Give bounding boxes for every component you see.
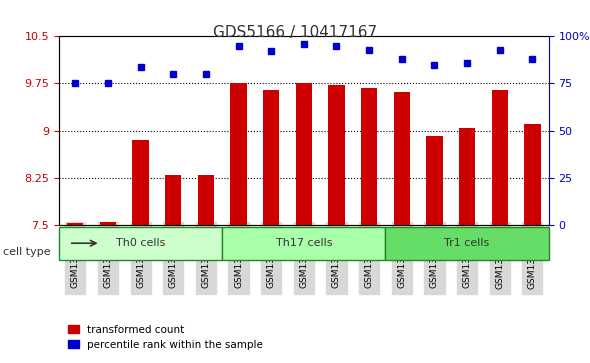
FancyBboxPatch shape: [59, 227, 222, 260]
Bar: [328, 85, 345, 225]
Text: Th17 cells: Th17 cells: [276, 238, 332, 248]
Bar: [198, 175, 214, 225]
Text: cell type: cell type: [3, 247, 51, 257]
FancyBboxPatch shape: [222, 227, 385, 260]
Bar: [296, 83, 312, 225]
Bar: [100, 222, 116, 225]
Bar: [459, 127, 475, 225]
FancyBboxPatch shape: [385, 227, 549, 260]
Bar: [394, 92, 410, 225]
Bar: [165, 175, 181, 225]
Bar: [491, 90, 508, 225]
Legend: transformed count, percentile rank within the sample: transformed count, percentile rank withi…: [64, 321, 267, 354]
Bar: [524, 125, 540, 225]
Bar: [263, 90, 279, 225]
Text: Tr1 cells: Tr1 cells: [444, 238, 490, 248]
Bar: [132, 140, 149, 225]
Bar: [426, 136, 442, 225]
Text: GDS5166 / 10417167: GDS5166 / 10417167: [213, 25, 377, 40]
Bar: [230, 83, 247, 225]
Bar: [67, 223, 83, 225]
Bar: [361, 88, 377, 225]
Text: Th0 cells: Th0 cells: [116, 238, 165, 248]
